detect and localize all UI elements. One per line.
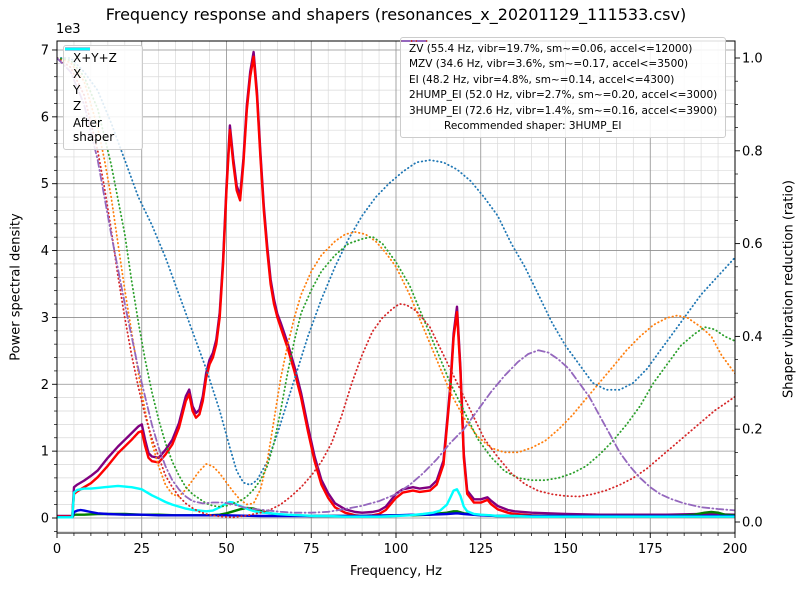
y-right-tick-label: 0.4 [742, 330, 763, 345]
legend-entry-label: 2HUMP_EI (52.0 Hz, vibr=2.7%, sm~=0.20, … [409, 89, 718, 102]
series-mzv [57, 57, 735, 506]
series-ei [57, 57, 735, 508]
x-tick-label: 100 [384, 542, 409, 557]
legend-line-sample-dashdot [401, 40, 428, 42]
recommended-shaper-text: Recommended shaper: 3HUMP_EI [444, 119, 622, 132]
series-x [57, 55, 735, 518]
legend-entry-mzv: MZV (34.6 Hz, vibr=3.6%, sm~=0.17, accel… [401, 40, 717, 71]
series-2hump-ei [57, 57, 735, 519]
legend-line-sample-solid [65, 47, 90, 51]
legend-shapers: ZV (55.4 Hz, vibr=19.7%, sm~=0.06, accel… [400, 37, 727, 139]
y-left-tick-label: 1 [41, 445, 49, 460]
chart-title: Frequency response and shapers (resonanc… [105, 5, 687, 24]
legend-entry-label: MZV (34.6 Hz, vibr=3.6%, sm~=0.17, accel… [409, 58, 689, 71]
x-axis-label: Frequency, Hz [349, 564, 443, 579]
x-tick-label: 25 [133, 542, 150, 557]
y-right-tick-label: 0.0 [742, 516, 763, 531]
legend-recommended-shaper: Recommended shaper: 3HUMP_EI [409, 120, 717, 132]
legend-entry-after-shaper: After shaper [65, 47, 133, 144]
y-axis-right-label: Shaper vibration reduction (ratio) [781, 180, 797, 398]
x-tick-label: 75 [303, 542, 320, 557]
y-axis-left-label: Power spectral density [8, 213, 24, 361]
legend-entry-label: 3HUMP_EI (72.6 Hz, vibr=1.4%, sm~=0.16, … [409, 104, 718, 117]
legend-entry-label: Z [73, 99, 82, 114]
y-left-tick-label: 6 [41, 110, 49, 125]
x-tick-label: 50 [218, 542, 235, 557]
legend-entry-z: Z [65, 47, 133, 114]
y-right-tick-label: 0.8 [742, 144, 763, 159]
legend-entry-x-y-z: X+Y+Z [65, 47, 133, 65]
legend-psd: X+Y+Z X Y Z After shaper [63, 45, 143, 150]
series-3hump-ei [57, 57, 735, 514]
y-axis-offset-text: 1e3 [56, 22, 81, 37]
legend-entry-x: X [65, 47, 133, 82]
y-left-tick-label: 0 [41, 512, 49, 527]
series-after-shaper [57, 484, 735, 519]
y-left-tick-label: 3 [41, 311, 49, 326]
legend-entry-ei: EI (48.2 Hz, vibr=4.8%, sm~=0.14, accel<… [401, 40, 717, 86]
legend-entry-label: After shaper [73, 115, 115, 144]
legend-entry-label: X [73, 67, 82, 82]
x-tick-label: 175 [638, 542, 663, 557]
y-right-tick-label: 0.6 [742, 237, 763, 252]
x-tick-label: 200 [723, 542, 748, 557]
legend-entry-zv: ZV (55.4 Hz, vibr=19.7%, sm~=0.06, accel… [401, 40, 717, 55]
legend-entry-3hump-ei: 3HUMP_EI (72.6 Hz, vibr=1.4%, sm~=0.16, … [401, 40, 718, 117]
y-left-tick-label: 5 [41, 177, 49, 192]
x-tick-label: 125 [468, 542, 493, 557]
legend-entry-label: X+Y+Z [73, 51, 117, 65]
y-left-tick-label: 4 [41, 244, 49, 259]
y-right-tick-label: 0.2 [742, 423, 763, 438]
legend-entry-label: Y [73, 83, 81, 98]
y-left-tick-label: 2 [41, 378, 49, 393]
y-right-tick-label: 1.0 [742, 52, 763, 67]
x-tick-label: 0 [53, 542, 61, 557]
legend-entry-label: ZV (55.4 Hz, vibr=19.7%, sm~=0.06, accel… [409, 43, 693, 55]
y-left-tick-label: 7 [41, 43, 49, 58]
legend-entry-2hump-ei: 2HUMP_EI (52.0 Hz, vibr=2.7%, sm~=0.20, … [401, 40, 718, 102]
x-tick-label: 150 [553, 542, 578, 557]
legend-entry-label: EI (48.2 Hz, vibr=4.8%, sm~=0.14, accel<… [409, 73, 675, 86]
legend-entry-y: Y [65, 47, 133, 98]
series-zv [57, 57, 735, 486]
